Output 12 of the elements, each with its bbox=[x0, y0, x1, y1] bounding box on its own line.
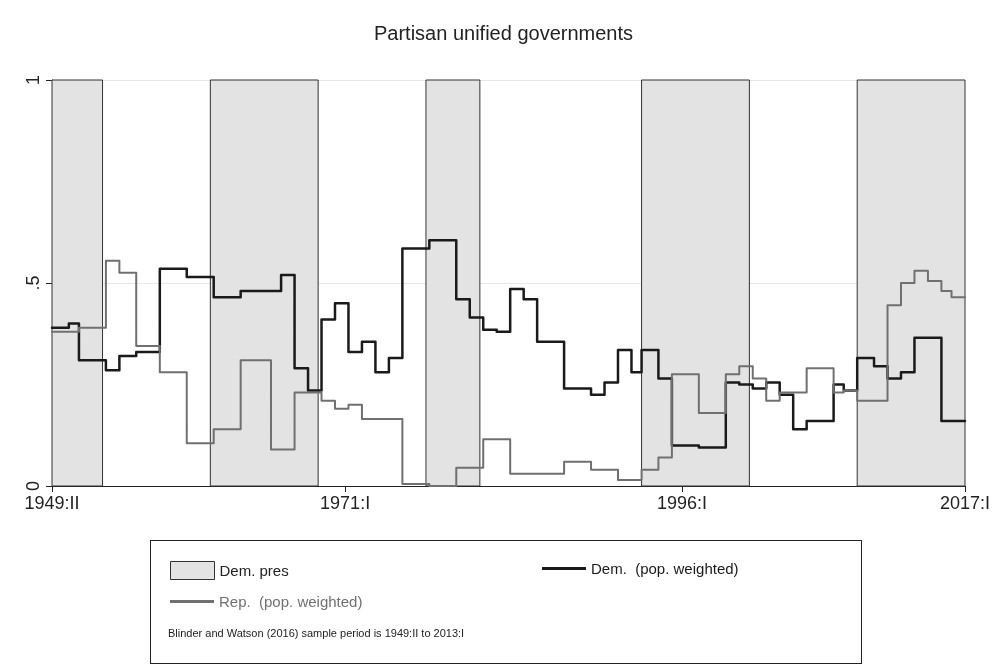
legend-label: Dem. (pop. weighted) bbox=[591, 560, 739, 577]
y-tick-label: .5 bbox=[23, 275, 43, 291]
chart-title: Partisan unified governments bbox=[373, 22, 634, 44]
legend-label: Dem. pres bbox=[219, 562, 289, 579]
legend-label: Rep. (pop. weighted) bbox=[219, 593, 363, 610]
x-tick-label: 2017:I bbox=[939, 493, 991, 513]
y-tick-label: 1 bbox=[23, 74, 43, 86]
x-tick-label: 1996:I bbox=[656, 493, 708, 513]
x-tick-label: 1971:I bbox=[320, 493, 371, 513]
x-tick-label: 1949:II bbox=[24, 493, 80, 513]
text: Blinder and Watson (2016) sample period is 1949:II to 2013:I bbox=[168, 626, 465, 639]
y-tick-label: 0 bbox=[23, 480, 43, 492]
